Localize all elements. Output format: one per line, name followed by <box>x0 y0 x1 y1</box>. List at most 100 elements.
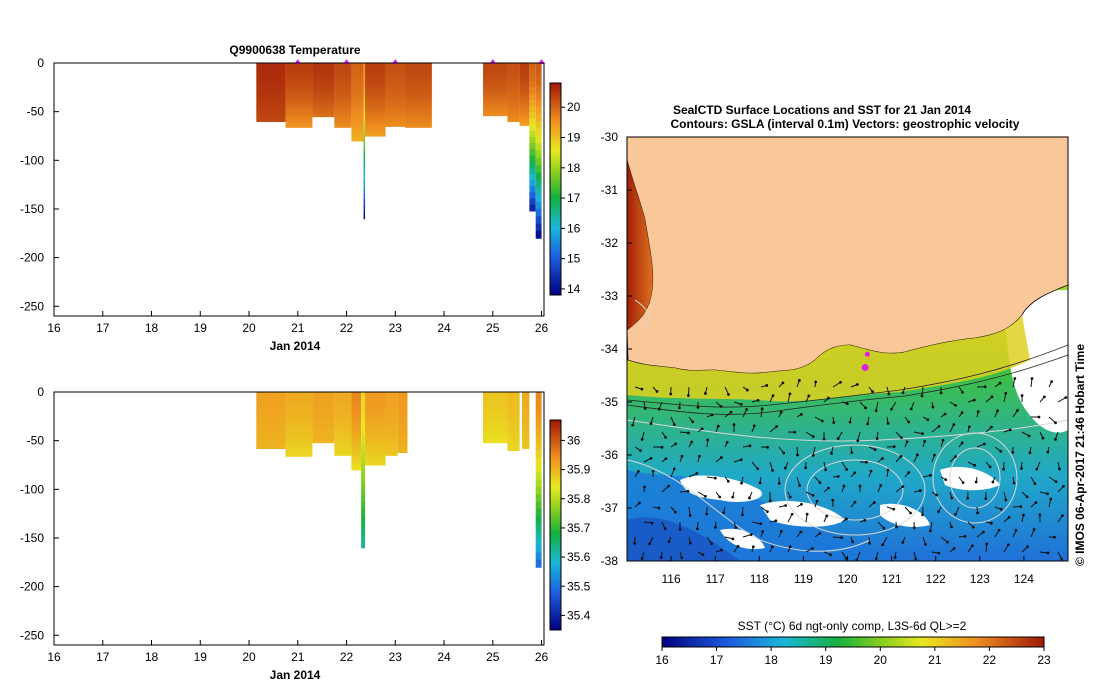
profile-cell <box>351 69 364 74</box>
x-tick-label: 18 <box>145 650 159 664</box>
colorbar-tick-label: 19 <box>567 131 581 145</box>
profile-cell <box>535 99 542 108</box>
profile-cell <box>285 81 313 86</box>
velocity-vector-head <box>740 481 743 485</box>
profile-cell <box>361 541 366 549</box>
x-tick-label: 22 <box>340 321 354 335</box>
profile-cell <box>256 394 286 398</box>
velocity-vector-head <box>827 396 830 400</box>
profile-cell <box>334 111 352 115</box>
velocity-vector <box>929 521 933 531</box>
velocity-vector-head <box>836 437 840 441</box>
profile-cell <box>535 435 542 444</box>
profile-cell <box>365 461 386 466</box>
lat-tick-label: -30 <box>601 130 619 144</box>
profile-cell <box>334 103 352 107</box>
profile-cell <box>312 94 335 98</box>
profile-cell <box>256 420 286 424</box>
profile-cell <box>365 440 386 445</box>
velocity-vector-head <box>1007 515 1011 519</box>
profile-cell <box>522 399 530 403</box>
profile-cell <box>256 65 286 69</box>
velocity-vector-head <box>726 479 730 483</box>
profile-cell <box>285 432 313 436</box>
profile-cell <box>285 121 313 126</box>
profile-cell <box>312 78 335 82</box>
velocity-vector <box>921 386 924 396</box>
profile-cell <box>256 427 286 431</box>
profile-cell <box>351 105 364 110</box>
velocity-vector <box>857 431 861 441</box>
profile-cell <box>334 447 352 451</box>
profile-cell <box>312 432 335 435</box>
velocity-vector-head <box>991 480 995 484</box>
profile-cell <box>334 405 352 409</box>
profile-cell <box>351 460 362 464</box>
profile-cell <box>483 415 508 418</box>
profile-cell <box>351 124 364 129</box>
profile-cell <box>256 116 286 120</box>
velocity-vector-head <box>667 540 671 543</box>
profile-cell <box>405 71 432 75</box>
profile-cell <box>385 73 406 77</box>
profile-cell <box>312 103 335 106</box>
profile-cell <box>385 434 398 438</box>
x-tick-label: 16 <box>47 321 61 335</box>
velocity-vector-head <box>639 449 642 452</box>
profile-cell <box>334 89 352 94</box>
profile-cell <box>522 441 530 445</box>
profile-cell <box>483 427 508 431</box>
profile-cell <box>334 442 352 446</box>
velocity-vector-head <box>943 412 947 416</box>
profile-cell <box>256 408 286 412</box>
velocity-vector <box>679 431 689 434</box>
velocity-vector-head <box>745 407 749 411</box>
profile-cell <box>405 84 432 88</box>
lat-tick-label: -38 <box>601 554 619 568</box>
velocity-vector-head <box>901 391 905 395</box>
profile-cell <box>312 413 335 416</box>
profile-cell <box>535 494 542 503</box>
profile-cell <box>285 79 313 83</box>
profile-cell <box>351 466 362 471</box>
velocity-vector-head <box>798 484 802 487</box>
x-tick-label: 19 <box>194 650 208 664</box>
profile-cell <box>365 446 386 451</box>
imos-credit: © IMOS 06-Apr-2017 21:46 Hobart Time <box>1073 344 1087 566</box>
velocity-vector-head <box>680 454 684 458</box>
profile-cell <box>535 464 542 473</box>
profile-cell <box>507 418 520 422</box>
profile-cell <box>334 116 352 120</box>
velocity-vector <box>1048 476 1057 483</box>
colorbar-tick-label: 35.7 <box>567 521 591 535</box>
velocity-vector-head <box>941 438 945 442</box>
profile-cell <box>285 119 313 123</box>
profile-cell <box>535 230 542 239</box>
velocity-vector-head <box>990 395 994 399</box>
profile-cell <box>256 72 286 76</box>
profile-cell <box>351 453 362 458</box>
velocity-vector-head <box>886 421 890 425</box>
profile-cell <box>256 94 286 98</box>
profile-column <box>397 392 408 453</box>
velocity-vector-head <box>752 424 756 428</box>
profile-cell <box>535 516 542 524</box>
profile-cell <box>397 432 408 436</box>
profile-cell <box>312 427 335 431</box>
velocity-vector-head <box>946 540 949 544</box>
lon-tick-label: 123 <box>970 572 990 586</box>
profile-cell <box>535 194 542 203</box>
profile-cell <box>351 121 364 126</box>
profile-cell <box>351 424 362 429</box>
velocity-vector-head <box>997 528 1001 532</box>
x-tick-label: 24 <box>437 650 451 664</box>
velocity-vector-head <box>976 511 979 515</box>
temperature-y-axis: 0 -50 -100 -150 -200 -250 <box>20 56 59 313</box>
velocity-vector <box>832 536 842 539</box>
profile-cell <box>351 127 364 132</box>
velocity-vector-head <box>971 525 975 529</box>
profile-cell <box>519 70 530 74</box>
profile-cell <box>361 469 366 477</box>
profile-cell <box>285 426 313 431</box>
profile-cell <box>483 63 508 66</box>
